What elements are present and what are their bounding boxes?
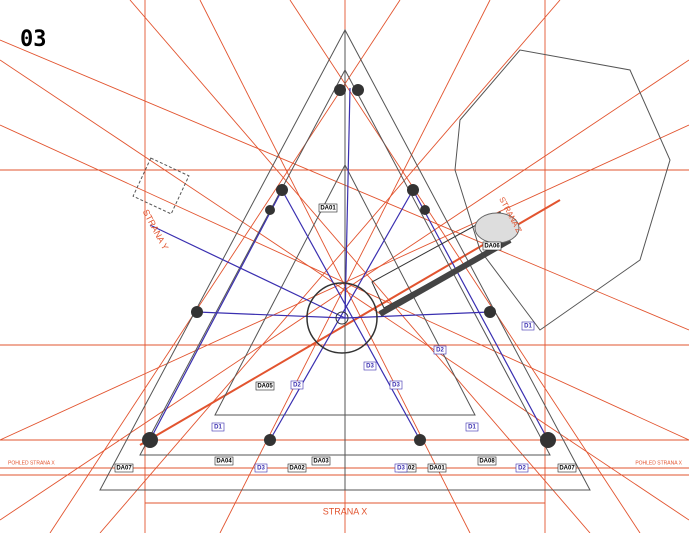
tag: DA04 xyxy=(216,459,232,465)
bracing xyxy=(149,87,549,441)
tag-box xyxy=(318,203,338,213)
beam-tag: D3 xyxy=(257,466,265,472)
tag-box xyxy=(214,456,234,466)
tag: DA02 xyxy=(399,466,415,472)
view-label: POHLED STRANA X xyxy=(635,460,682,466)
beam-tag-box xyxy=(394,463,408,473)
page-number: 03 xyxy=(20,27,47,52)
beam-tag-box xyxy=(389,380,403,390)
beam-tag-box xyxy=(211,422,225,432)
view-label: POHLED STRANA X xyxy=(8,460,55,466)
stairs xyxy=(306,211,520,354)
beam-tag: D3 xyxy=(392,383,400,389)
tag-box xyxy=(255,381,275,391)
tag-box xyxy=(482,241,502,251)
beam-tag-box xyxy=(254,463,268,473)
side-label: STRANA X xyxy=(323,506,368,516)
tag: DA01 xyxy=(320,206,336,212)
beam-tag-box xyxy=(521,321,535,331)
tag: DA05 xyxy=(257,384,273,390)
tag: DA07 xyxy=(559,466,575,472)
tag-box xyxy=(311,456,331,466)
beam-tag: D3 xyxy=(397,466,405,472)
beam-tag: D2 xyxy=(518,466,526,472)
tag: DA01 xyxy=(429,466,445,472)
tag: DA08 xyxy=(479,459,495,465)
beam-tag: D2 xyxy=(436,348,444,354)
beam-tag-box xyxy=(515,463,529,473)
tag: DA07 xyxy=(116,466,132,472)
tag: DA06 xyxy=(484,244,500,250)
beam-tag-box xyxy=(433,345,447,355)
tag-box xyxy=(287,463,307,473)
beam-tag: D1 xyxy=(524,324,532,330)
tag-box xyxy=(557,463,577,473)
columns xyxy=(142,84,556,448)
beam-tag: D2 xyxy=(293,383,301,389)
tags: DA01 DA06 DA05 DA07 DA04 DA02 DA03 DA02 DA01 DA08… xyxy=(114,203,577,473)
beam-tag-box xyxy=(363,361,377,371)
beam-tag: D3 xyxy=(366,364,374,370)
tag-box xyxy=(427,463,447,473)
beam-tag-box xyxy=(465,422,479,432)
tag: DA03 xyxy=(313,459,329,465)
tag-box xyxy=(114,463,134,473)
beam-tag: D1 xyxy=(468,425,476,431)
beam-tag-box xyxy=(290,380,304,390)
tag: DA02 xyxy=(289,466,305,472)
beam-tag: D1 xyxy=(214,425,222,431)
tag-box xyxy=(477,456,497,466)
